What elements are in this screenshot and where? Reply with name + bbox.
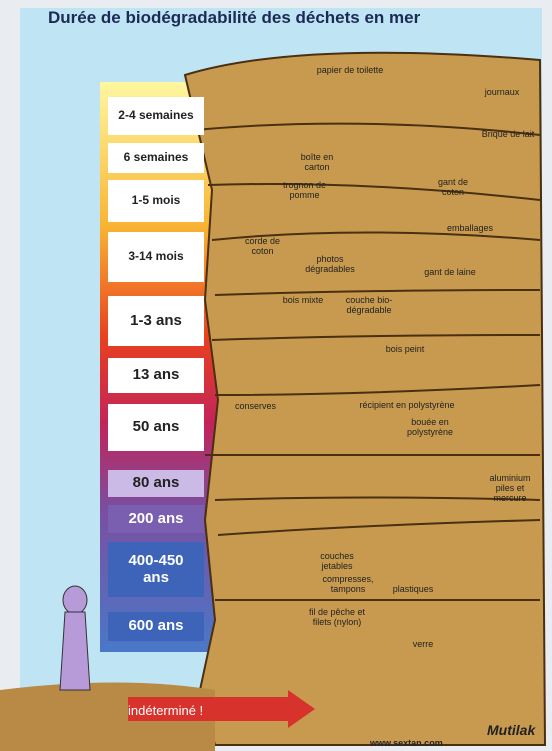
item-label: verre	[408, 640, 438, 650]
character-body	[60, 612, 90, 690]
duration-label: 600 ans	[108, 612, 204, 641]
item-label: gant de laine	[420, 268, 480, 278]
item-label: emballages	[440, 224, 500, 234]
item-label: compresses, tampons	[318, 575, 378, 595]
item-label: récipient en polystyrène	[352, 401, 462, 411]
item-label: Brique de lait	[478, 130, 538, 140]
character	[63, 586, 87, 614]
item-label: plastiques	[388, 585, 438, 595]
cliff	[185, 53, 545, 745]
item-label: fil de pêche et filets (nylon)	[302, 608, 372, 628]
item-label: bouée en polystyrène	[400, 418, 460, 438]
brand: Mutilak	[487, 722, 535, 738]
item-label: papier de toilette	[290, 66, 410, 76]
duration-label: 1-3 ans	[108, 296, 204, 346]
duration-label: 6 semaines	[108, 143, 204, 173]
item-label: photos dégradables	[300, 255, 360, 275]
duration-label: 80 ans	[108, 470, 204, 497]
title: Durée de biodégradabilité des déchets en…	[48, 8, 420, 28]
poster-art	[0, 0, 552, 751]
item-label: gant de coton	[428, 178, 478, 198]
item-label: trognon de pomme	[282, 181, 327, 201]
duration-label: 2-4 semaines	[108, 97, 204, 135]
poster: Durée de biodégradabilité des déchets en…	[0, 0, 552, 751]
arrow-label: indéterminé !	[128, 703, 203, 718]
item-label: couche bio-dégradable	[334, 296, 404, 316]
item-label: conserves	[228, 402, 283, 412]
item-label: corde de coton	[240, 237, 285, 257]
item-label: bois peint	[380, 345, 430, 355]
item-label: couches jetables	[312, 552, 362, 572]
duration-label: 13 ans	[108, 358, 204, 393]
duration-label: 50 ans	[108, 404, 204, 451]
item-label: boîte en carton	[292, 153, 342, 173]
item-label: bois mixte	[278, 296, 328, 306]
duration-label: 1-5 mois	[108, 180, 204, 222]
item-label: journaux	[472, 88, 532, 98]
item-label: aluminium piles et mercure	[480, 474, 540, 504]
duration-label: 400-450 ans	[108, 542, 204, 597]
duration-label: 3-14 mois	[108, 232, 204, 282]
url: www.sextan.com	[370, 738, 443, 748]
duration-label: 200 ans	[108, 505, 204, 533]
